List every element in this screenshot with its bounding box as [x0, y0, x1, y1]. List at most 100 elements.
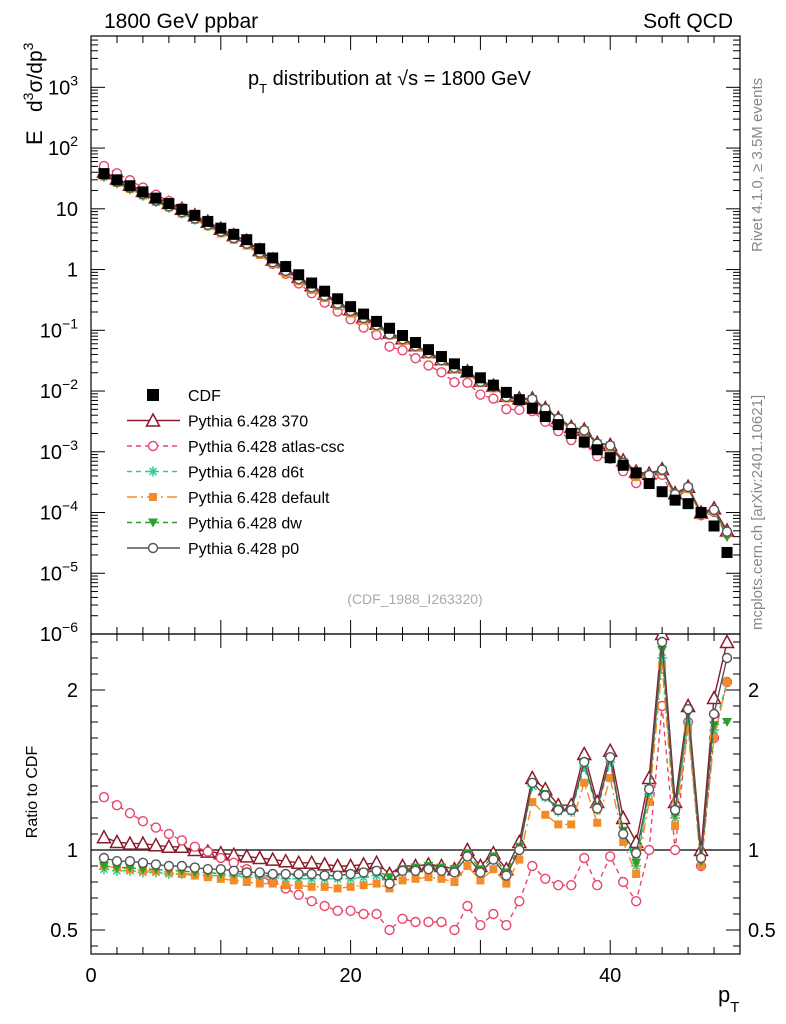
rivet-label: Rivet 4.1.0, ≥ 3.5M events [749, 78, 766, 252]
ratio-point-p0 [189, 862, 201, 873]
ratio-point-atlas [202, 846, 214, 857]
point-cdf [228, 228, 240, 240]
ratio-point-atlas [189, 841, 201, 852]
ratio-point-default [541, 810, 550, 819]
ratio-point-default [515, 855, 524, 864]
plot-title: pT distribution at √s = 1800 GeV [248, 68, 532, 96]
y-tick-label: 10−1 [40, 315, 78, 342]
point-atlas [397, 345, 408, 356]
legend-marker-p370 [145, 412, 161, 427]
ratio-point-p0 [423, 864, 434, 875]
ratio-point-default [450, 878, 459, 886]
ratio-point-p0 [540, 790, 551, 801]
ratio-point-p370 [303, 854, 320, 870]
point-cdf [539, 411, 551, 423]
ratio-tick-label-right: 1 [748, 840, 759, 862]
ratio-point-p0 [202, 864, 214, 875]
ratio-point-default [242, 878, 251, 886]
analysis-id: (CDF_1988_I263320) [347, 591, 482, 607]
point-cdf [500, 386, 512, 398]
ratio-point-p370 [264, 851, 281, 866]
point-cdf [267, 252, 279, 264]
ratio-point-default [359, 881, 368, 890]
ratio-point-dw [709, 721, 720, 731]
ratio-point-dw [384, 873, 395, 883]
point-cdf [358, 308, 370, 320]
point-cdf [319, 285, 331, 297]
ratio-point-default [268, 879, 277, 888]
ratio-point-default [229, 876, 238, 885]
ratio-point-p370 [719, 634, 735, 649]
header-right: Soft QCD [643, 10, 733, 33]
ratio-point-p0 [721, 652, 733, 664]
ratio-point-p370 [109, 833, 125, 849]
ratio-point-atlas [643, 844, 655, 856]
y-tick-label: 10−4 [40, 498, 78, 525]
ratio-point-default [658, 662, 667, 670]
legend-marker-d6t [148, 466, 158, 477]
ratio-plot-frame [90, 633, 741, 955]
point-cdf [461, 365, 473, 377]
ratio-point-dw [124, 863, 135, 873]
point-atlas [475, 389, 486, 400]
y-tick-label: 10−5 [40, 558, 78, 585]
ratio-point-atlas [306, 896, 317, 907]
legend: CDF Pythia 6.428 370 Pythia 6.428 atlas-cs… [127, 388, 345, 558]
ratio-point-p0 [306, 868, 317, 880]
ratio-point-default [528, 798, 537, 806]
ratio-point-atlas [501, 920, 512, 931]
point-p0 [682, 481, 694, 493]
point-cdf [124, 180, 136, 192]
ratio-point-atlas [98, 792, 110, 803]
point-p0 [605, 440, 616, 451]
point-cdf [137, 186, 149, 198]
ratio-line-atlas [103, 681, 728, 932]
ratio-point-p370 [122, 835, 138, 850]
point-atlas [514, 404, 525, 416]
ratio-point-default [333, 884, 342, 893]
ratio-point-atlas [514, 896, 525, 907]
ratio-point-default [723, 678, 732, 686]
point-cdf [176, 203, 188, 215]
point-cdf [150, 192, 162, 204]
ratio-point-p0 [682, 704, 694, 715]
ratio-point-default [437, 874, 446, 883]
ratio-point-p0 [319, 870, 330, 881]
ratio-point-atlas [423, 916, 434, 928]
ratio-point-p370 [316, 856, 333, 871]
point-atlas [371, 329, 382, 341]
ratio-point-atlas [630, 896, 642, 907]
legend-label: Pythia 6.428 atlas-csc [188, 439, 345, 456]
ratio-point-atlas [475, 920, 486, 931]
ratio-point-p0 [150, 859, 162, 870]
ratio-point-p0 [488, 854, 499, 865]
ratio-point-p0 [566, 804, 577, 816]
ratio-point-p0 [501, 870, 512, 881]
point-cdf [721, 546, 733, 558]
ratio-point-atlas [124, 808, 136, 819]
y-tick-label: 10−3 [40, 437, 78, 464]
point-cdf [293, 269, 305, 281]
point-cdf [332, 293, 344, 305]
ratio-point-p370 [135, 835, 151, 850]
legend-label: Pythia 6.428 dw [188, 516, 302, 533]
legend-marker-default [149, 493, 157, 501]
point-cdf [591, 444, 603, 456]
point-cdf [682, 498, 694, 510]
svg-text:E: E [22, 130, 47, 145]
ratio-point-atlas [111, 800, 123, 811]
ratio-point-default [294, 881, 303, 890]
ratio-point-default [398, 876, 407, 885]
ratio-point-default [632, 870, 641, 878]
ratio-point-p0 [293, 868, 304, 880]
y-axis-label: E d3σ/dp3 [20, 42, 47, 145]
ratio-point-p0 [215, 864, 227, 875]
ratio-point-atlas [669, 844, 681, 856]
ratio-point-p0 [397, 865, 408, 876]
ratio-point-p0 [124, 856, 136, 867]
point-cdf [384, 322, 396, 334]
point-cdf [111, 174, 123, 186]
point-cdf [474, 372, 486, 384]
ratio-point-p0 [592, 803, 603, 814]
point-cdf [280, 261, 292, 273]
